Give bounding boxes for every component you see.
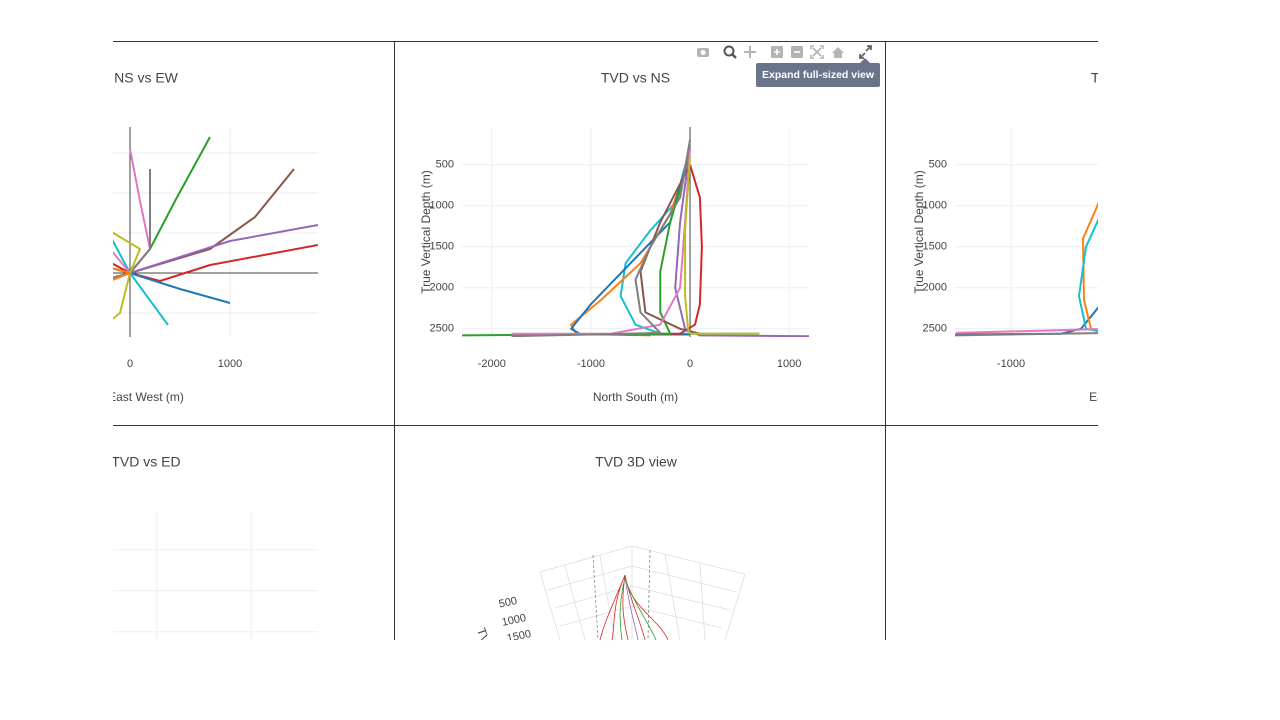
zoom-in-button[interactable] <box>771 46 783 58</box>
subplot: TVD vs EW East West (m) True Vertical Dept… <box>912 70 1165 404</box>
chart-title: NS vs EW <box>114 70 179 86</box>
x-tick-label: -2000 <box>478 358 506 370</box>
z-tick-label: 1000 <box>501 612 527 629</box>
x-tick-label: -1000 <box>997 358 1025 370</box>
y-tick-label: 500 <box>436 159 454 171</box>
tooltip-text: Expand full-sized view <box>762 69 875 81</box>
chart-title: TVD vs EW <box>1091 70 1164 86</box>
traces <box>113 136 318 326</box>
trajectory-line <box>674 148 809 337</box>
z-tick-label: 500 <box>498 595 518 611</box>
x-tick-label: 1000 <box>218 358 242 370</box>
trajectory-line <box>129 224 318 274</box>
y-tick-label: 2000 <box>923 282 947 294</box>
modebar: Expand full-sized view <box>697 45 880 87</box>
y-tick-label: 2000 <box>430 282 454 294</box>
y-tick-label: 2500 <box>923 323 947 335</box>
y-axis-title: True Vertical Depth (m) <box>419 170 433 294</box>
y-tick-label: 500 <box>929 159 947 171</box>
chart-title: TVD vs ED <box>111 454 180 470</box>
subplot: TVD vs ED1000200050010001500 <box>111 454 318 640</box>
x-tick-label: 1000 <box>777 358 801 370</box>
zoom-out-button[interactable] <box>791 46 803 58</box>
x-tick-label: 0 <box>687 358 693 370</box>
y-tick-label: 1500 <box>430 241 454 253</box>
y-tick-label: 1000 <box>430 200 454 212</box>
traces <box>955 201 1098 337</box>
y-tick-label: 1500 <box>923 241 947 253</box>
y-tick-label: 2500 <box>430 323 454 335</box>
x-axis-title: East West (m) <box>108 390 184 404</box>
fullscreen-button[interactable] <box>859 45 872 59</box>
trajectory-line <box>955 328 1098 334</box>
zoom-button[interactable] <box>723 45 737 59</box>
scene-trace <box>624 577 639 640</box>
x-axis-title: North South (m) <box>593 390 678 404</box>
camera-button[interactable] <box>697 48 709 57</box>
chart-title: TVD vs NS <box>601 70 670 86</box>
trajectory-line <box>684 156 760 335</box>
trajectory-line <box>113 244 318 282</box>
scene-grid <box>564 553 706 640</box>
tooltip-arrow <box>860 58 870 63</box>
y-tick-label: 1000 <box>923 200 947 212</box>
scene-trace <box>619 577 657 640</box>
x-axis-title: East West (m) <box>1089 390 1165 404</box>
autoscale-button[interactable] <box>810 45 824 59</box>
trajectory-line <box>955 332 1098 337</box>
x-tick-label: 0 <box>127 358 133 370</box>
reset-button[interactable] <box>832 47 844 58</box>
pan-button[interactable] <box>744 46 756 58</box>
z-tick-label: 1500 <box>506 628 532 645</box>
traces <box>462 139 809 337</box>
trajectory-line <box>511 139 691 337</box>
panel-borders <box>113 41 1098 640</box>
trajectory-line <box>113 169 151 279</box>
chart-title: TVD 3D view <box>595 454 678 470</box>
y-axis-title: True Vertical Depth (m) <box>912 170 926 294</box>
tooltip-box <box>756 63 880 87</box>
trajectory-line <box>113 267 131 281</box>
x-tick-label: -1000 <box>577 358 605 370</box>
scene-trace <box>599 574 669 640</box>
scene-grid <box>547 565 738 629</box>
trajectory-line <box>639 164 701 335</box>
scene-3d <box>539 545 746 640</box>
scene-frame <box>539 545 746 640</box>
trajectory-line <box>511 164 703 336</box>
subplot: TVD vs NS North South (m) True Vertical De… <box>419 70 809 404</box>
